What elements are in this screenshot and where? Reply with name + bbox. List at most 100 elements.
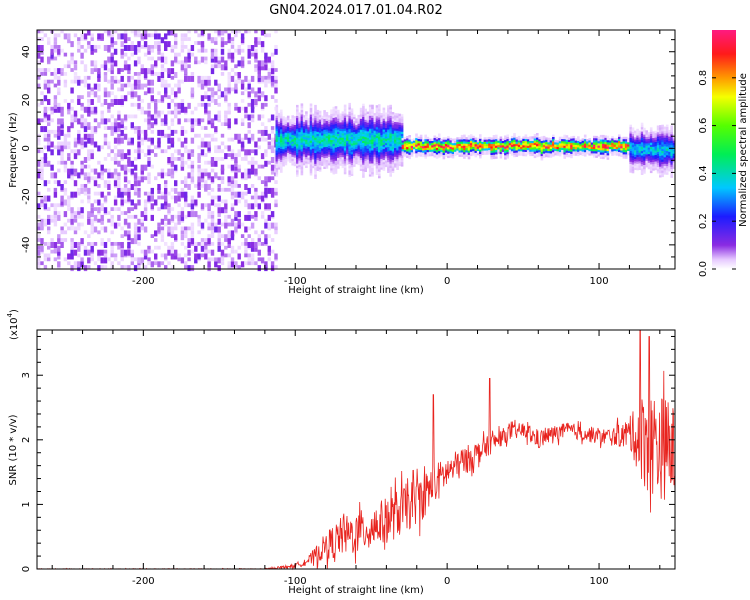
spectrogram-cell <box>513 141 516 145</box>
spectrogram-cell <box>257 75 261 82</box>
spectrogram-cell <box>234 83 238 90</box>
spectrogram-cell <box>107 172 111 179</box>
spectrogram-cell <box>659 133 662 137</box>
spectrogram-cell <box>254 242 258 248</box>
spectrogram-cell <box>533 149 537 152</box>
spectrogram-cell <box>296 141 299 145</box>
spectrogram-cell <box>618 145 621 148</box>
spectrogram-cell <box>224 114 228 119</box>
spectrogram-cell <box>103 137 108 142</box>
spectrogram-cell <box>581 149 585 152</box>
spectrogram-cell <box>458 141 462 144</box>
spectrogram-cell <box>649 157 653 161</box>
spectrogram-cell <box>73 226 78 231</box>
spectrogram-cell <box>291 161 294 164</box>
spectrogram-cell <box>522 151 525 154</box>
spectrogram-cell <box>274 199 278 204</box>
spectrogram-cell <box>100 110 104 115</box>
spectrogram-cell <box>451 149 455 152</box>
spectrogram-cell <box>309 142 313 145</box>
spectrogram-cell <box>389 133 392 136</box>
spectrogram-cell <box>100 176 104 181</box>
spectrogram-cell <box>629 139 632 143</box>
spectrogram-cell <box>647 140 651 144</box>
spectrogram-cell <box>309 133 313 137</box>
spectrogram-cell <box>463 152 466 155</box>
spectrogram-cell <box>37 249 41 256</box>
spectrogram-cell <box>378 171 381 174</box>
spectrogram-cell <box>277 158 281 161</box>
spectrogram-cell <box>140 164 144 171</box>
spectrogram-cell <box>366 111 370 114</box>
spectrogram-cell <box>387 120 390 123</box>
spectrogram-cell <box>275 111 279 114</box>
spectrogram-cell <box>257 238 261 242</box>
spectrogram-cell <box>170 141 175 148</box>
spectrogram-cell <box>170 253 175 260</box>
spectrogram-cell <box>529 149 532 152</box>
spectrogram-cell <box>67 207 71 211</box>
spectrogram-cell <box>343 152 347 155</box>
spectrogram-cell <box>184 106 188 113</box>
spectrogram-cell <box>224 64 228 71</box>
spectrogram-cell <box>341 124 345 127</box>
spectrogram-cell <box>387 159 390 163</box>
spectrogram-cell <box>384 132 388 135</box>
spectrogram-cell <box>465 141 468 144</box>
spectrogram-cell <box>57 160 61 165</box>
spectrogram-cell <box>483 137 487 140</box>
spectrogram-cell <box>362 125 365 128</box>
spectrogram-cell <box>375 161 379 165</box>
spectrogram-cell <box>167 145 171 150</box>
spectrogram-cell <box>190 164 195 169</box>
spectrogram-cell <box>157 99 161 103</box>
spectrogram-cell <box>227 72 231 76</box>
spectrogram-cell <box>275 130 279 134</box>
spectrogram-cell <box>449 155 452 158</box>
spectrogram-cell <box>174 180 178 187</box>
spectrogram-cell <box>497 138 500 141</box>
spectrogram-cell <box>554 142 557 145</box>
spectrogram-cell <box>147 118 151 125</box>
spectrogram-cell <box>346 136 349 139</box>
spectrogram-cell <box>456 150 459 153</box>
spectrogram-cell <box>227 261 231 266</box>
spectrogram-cell <box>300 166 304 169</box>
spectrogram-cell <box>97 145 101 152</box>
spectrogram-cell <box>284 149 288 153</box>
spectrogram-cell <box>53 242 58 248</box>
spectrogram-cell <box>133 191 138 196</box>
spectrogram-cell <box>177 52 181 57</box>
spectrogram-cell <box>343 154 347 157</box>
spectrogram-cell <box>77 222 81 227</box>
spectrogram-cell <box>267 160 271 165</box>
spectrogram-cell <box>275 165 279 168</box>
spectrogram-cell <box>143 249 148 256</box>
spectrogram-cell <box>332 115 336 118</box>
spectrogram-cell <box>40 218 44 223</box>
spectrogram-cell <box>123 60 128 65</box>
spectrogram-cell <box>415 148 418 152</box>
spectrogram-cell <box>83 191 88 196</box>
spectrogram-cell <box>380 117 383 120</box>
spectrogram-cell <box>378 130 381 133</box>
spectrogram-cell <box>373 156 377 159</box>
spectrogram-cell <box>83 64 88 69</box>
spectrogram-cell <box>207 75 211 80</box>
spectrogram-cell <box>234 33 238 38</box>
spectrogram-cell <box>177 191 181 196</box>
spectrogram-cell <box>264 191 268 198</box>
spectrogram-cell <box>300 159 304 163</box>
spectrogram-cell <box>334 130 338 133</box>
spectrogram-cell <box>665 142 669 145</box>
spectrogram-cell <box>160 72 165 78</box>
spectrogram-cell <box>588 142 591 145</box>
spectrogram-cell <box>665 172 669 175</box>
spectrogram-cell <box>567 154 571 158</box>
spectrogram-cell <box>398 129 402 132</box>
spectrogram-cell <box>529 147 532 150</box>
spectrogram-cell <box>77 253 81 258</box>
spectrogram-cell <box>250 149 255 154</box>
spectrogram-cell <box>517 151 521 154</box>
spectrogram-cell <box>433 139 437 143</box>
